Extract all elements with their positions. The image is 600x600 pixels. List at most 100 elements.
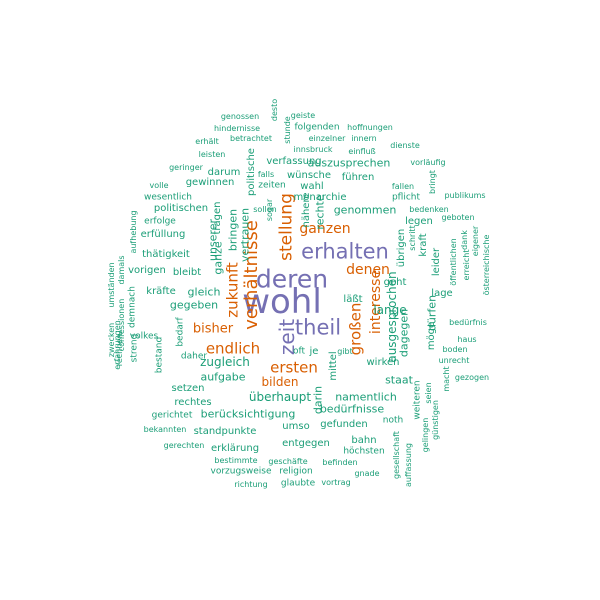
word-führen: führen — [341, 172, 375, 183]
word-bedürfnis: bedürfnis — [449, 318, 487, 327]
word-wirken: wirken — [366, 357, 400, 368]
word-dank: dank — [460, 230, 469, 250]
word-aufgabe: aufgabe — [200, 370, 246, 384]
word-volle: volle — [149, 181, 169, 190]
word-desto: desto — [270, 98, 279, 122]
word-gesellschaft: gesellschaft — [392, 431, 401, 479]
word-gezogen: gezogen — [454, 373, 490, 382]
word-gewinnen: gewinnen — [185, 177, 235, 188]
word-bedenken: bedenken — [409, 205, 449, 214]
word-damals: damals — [117, 255, 126, 285]
word-religion: religion — [279, 466, 313, 477]
word-zugleich: zugleich — [200, 355, 250, 369]
word-geboten: geboten — [441, 213, 475, 222]
word-hindernisse: hindernisse — [213, 124, 261, 133]
word-gnade: gnade — [354, 469, 380, 478]
word-volkes: volkes — [129, 331, 159, 342]
word-erfüllung: erfüllung — [140, 229, 186, 240]
word-wohl: wohl — [242, 282, 322, 322]
word-kraft: kraft — [418, 233, 429, 257]
word-geschäfte: geschäfte — [268, 457, 308, 466]
word-oft: oft — [292, 346, 306, 357]
word-demnach: demnach — [127, 286, 138, 328]
word-rechnen: rechnen — [115, 333, 124, 367]
word-genommen: genommen — [333, 203, 397, 217]
word-bekannten: bekannten — [143, 425, 187, 434]
word-gegeben: gegeben — [169, 298, 219, 312]
word-rechte: rechte — [313, 194, 327, 230]
word-pflicht: pflicht — [391, 192, 421, 203]
word-einfluß: einfluß — [348, 147, 376, 156]
word-weiteren: weiteren — [412, 380, 423, 420]
word-wesentlich: wesentlich — [143, 192, 193, 203]
word-entgegen: entgegen — [282, 438, 330, 449]
word-ganze: ganze — [211, 241, 225, 275]
word-geht: geht — [383, 277, 407, 288]
word-richtung: richtung — [234, 480, 268, 489]
word-bestand: bestand — [154, 336, 165, 374]
word-erfolge: erfolge — [144, 216, 176, 227]
word-innsbruck: innsbruck — [293, 145, 333, 154]
word-endlich: endlich — [205, 339, 261, 358]
word-politischen: politischen — [153, 203, 209, 214]
word-geiste: geiste — [290, 111, 316, 120]
word-haus: haus — [457, 335, 477, 344]
word-umständen: umständen — [107, 262, 116, 308]
word-nähere: nähere — [301, 192, 312, 228]
word-namentlich: namentlich — [335, 390, 397, 404]
word-lange: lange — [373, 303, 407, 317]
word-gelingen: gelingen — [421, 417, 430, 453]
word-vertrauen: vertrauen — [238, 207, 252, 263]
word-setzen: setzen — [171, 383, 205, 394]
word-bisher: bisher — [192, 321, 234, 337]
word-leider: leider — [431, 247, 442, 277]
word-bahn: bahn — [351, 435, 377, 446]
word-wahl: wahl — [300, 181, 324, 192]
word-bringt: bringt — [428, 170, 437, 194]
word-geringer: geringer — [169, 163, 203, 172]
word-schritt: schritt — [408, 225, 417, 251]
word-aufhebung: aufhebung — [129, 210, 138, 254]
word-läßt: läßt — [343, 294, 363, 305]
word-politische: politische — [246, 148, 257, 196]
word-ersten: ersten — [270, 358, 318, 377]
word-erklärung: erklärung — [210, 443, 260, 454]
word-glaubte: glaubte — [280, 478, 316, 489]
word-wünsche: wünsche — [286, 170, 332, 181]
word-noth: noth — [382, 415, 404, 426]
word-befinden: befinden — [322, 458, 358, 467]
word-vorigen: vorigen — [128, 265, 166, 276]
word-ausgesprochen: ausgesprochen — [385, 271, 399, 363]
word-rechtes: rechtes — [174, 397, 212, 408]
word-interesse: interesse — [368, 269, 384, 335]
word-bestimmte: bestimmte — [214, 456, 258, 465]
word-stunde: stunde — [283, 116, 292, 144]
word-lage: lage — [431, 288, 453, 299]
word-erhält: erhält — [195, 137, 219, 146]
word-hoffnungen: hoffnungen — [347, 123, 393, 132]
word-denen: denen — [346, 262, 390, 278]
word-sollen: sollen — [253, 205, 277, 214]
word-stellung: stellung — [276, 193, 297, 261]
word-vorzugsweise: vorzugsweise — [210, 466, 272, 477]
word-einzelner: einzelner — [308, 134, 346, 143]
word-kräfte: kräfte — [146, 286, 176, 297]
word-übrigen: übrigen — [396, 228, 407, 268]
word-staat: staat — [385, 373, 413, 387]
word-bringen: bringen — [226, 208, 240, 252]
word-leisten: leisten — [198, 150, 226, 159]
word-günstigen: günstigen — [431, 400, 440, 440]
word-höchsten: höchsten — [343, 446, 385, 457]
word-darum: darum — [207, 167, 241, 178]
word-erreicht: erreicht — [462, 249, 471, 281]
word-auffassung: auffassung — [404, 443, 413, 487]
word-zukunft: zukunft — [223, 262, 242, 318]
word-falls: falls — [257, 170, 275, 179]
word-ganzen: ganzen — [299, 221, 351, 237]
word-österreichische: österreichische — [482, 234, 491, 296]
word-standpunkte: standpunkte — [193, 426, 257, 437]
word-gerichtet: gerichtet — [151, 410, 193, 421]
word-publikums: publikums — [444, 191, 486, 200]
word-bedarf: bedarf — [175, 317, 186, 347]
